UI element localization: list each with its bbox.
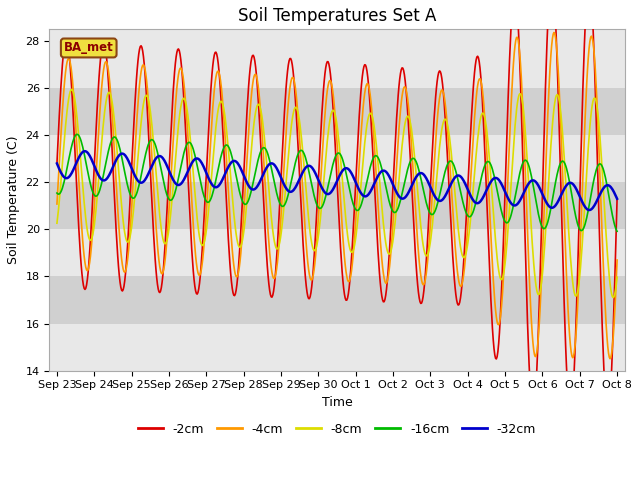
-4cm xyxy=(405,110,413,116)
-4cm xyxy=(121,269,129,275)
-4cm xyxy=(606,356,614,361)
Line: -8cm: -8cm xyxy=(57,89,617,298)
-8cm xyxy=(179,97,186,103)
-32cm xyxy=(406,187,413,192)
Bar xyxy=(49,41,625,88)
Bar xyxy=(49,324,625,371)
-4cm xyxy=(178,66,186,72)
-32cm xyxy=(208,181,216,187)
X-axis label: Time: Time xyxy=(322,396,353,409)
-4cm xyxy=(63,59,71,65)
-16cm xyxy=(422,200,430,205)
-32cm xyxy=(122,153,129,159)
-16cm xyxy=(406,160,413,166)
-32cm xyxy=(81,148,89,154)
-32cm xyxy=(179,179,186,185)
-8cm xyxy=(53,220,61,226)
-2cm xyxy=(405,132,413,138)
-2cm xyxy=(604,410,612,416)
Legend: -2cm, -4cm, -8cm, -16cm, -32cm: -2cm, -4cm, -8cm, -16cm, -32cm xyxy=(133,418,541,441)
-2cm xyxy=(53,161,61,167)
Line: -16cm: -16cm xyxy=(57,134,617,231)
-4cm xyxy=(422,276,429,282)
-32cm xyxy=(63,175,71,181)
-8cm xyxy=(68,86,76,92)
-4cm xyxy=(613,257,621,263)
Line: -2cm: -2cm xyxy=(57,0,617,413)
-4cm xyxy=(207,128,215,133)
-2cm xyxy=(422,270,429,276)
-8cm xyxy=(63,108,71,114)
-8cm xyxy=(422,253,430,259)
-16cm xyxy=(613,228,621,234)
-16cm xyxy=(122,173,129,179)
Text: BA_met: BA_met xyxy=(64,41,113,54)
-2cm xyxy=(178,64,186,70)
Line: -32cm: -32cm xyxy=(57,151,617,210)
-32cm xyxy=(53,161,61,167)
-16cm xyxy=(179,156,186,162)
Y-axis label: Soil Temperature (C): Soil Temperature (C) xyxy=(7,136,20,264)
-8cm xyxy=(122,234,129,240)
-4cm xyxy=(550,30,558,36)
Bar xyxy=(49,229,625,276)
-8cm xyxy=(609,295,617,300)
-32cm xyxy=(613,196,621,202)
-2cm xyxy=(63,38,71,44)
-2cm xyxy=(207,81,215,87)
-8cm xyxy=(613,275,621,280)
-16cm xyxy=(74,132,81,137)
-16cm xyxy=(63,165,71,171)
-4cm xyxy=(53,201,61,207)
Bar xyxy=(49,88,625,135)
Line: -4cm: -4cm xyxy=(57,33,617,359)
-16cm xyxy=(208,193,216,199)
-8cm xyxy=(208,168,216,173)
-16cm xyxy=(53,190,61,196)
-32cm xyxy=(585,207,593,213)
Bar xyxy=(49,182,625,229)
-2cm xyxy=(121,278,129,284)
-32cm xyxy=(422,175,430,181)
-2cm xyxy=(613,196,621,202)
Title: Soil Temperatures Set A: Soil Temperatures Set A xyxy=(238,7,436,25)
Bar xyxy=(49,135,625,182)
-8cm xyxy=(406,118,413,123)
Bar xyxy=(49,276,625,324)
